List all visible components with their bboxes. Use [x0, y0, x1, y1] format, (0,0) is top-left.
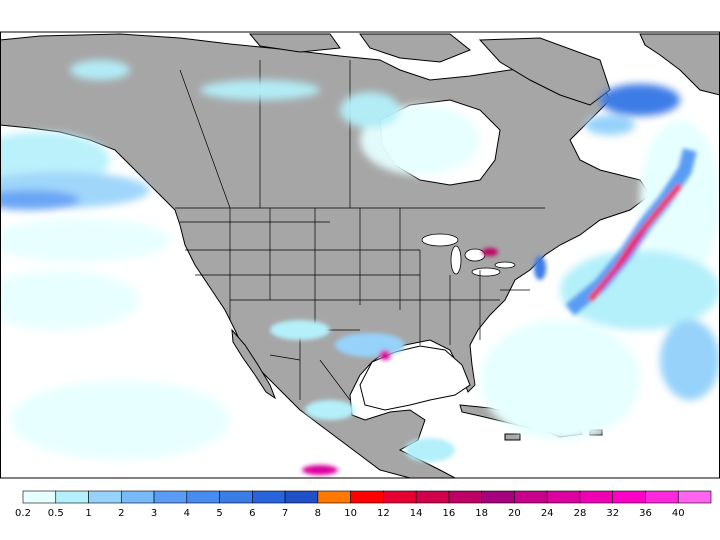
legend-swatch — [415, 490, 450, 504]
legend-swatch — [645, 490, 679, 504]
gulf-of-mexico — [359, 345, 471, 411]
legend-tick-label: 18 — [475, 508, 488, 519]
legend-swatch — [317, 490, 351, 504]
legend-tick-label: 10 — [344, 508, 357, 519]
legend-tick-label: 3 — [151, 508, 157, 519]
legend-tick-label: 28 — [574, 508, 587, 519]
color-legend: 0.2 0.5 1 2 3 4 5 6 7 8 10 12 14 16 18 20 24 28 32 36 40 — [15, 490, 712, 519]
legend-tick-label: 2 — [118, 508, 124, 519]
legend-swatch — [350, 490, 384, 504]
baja-california — [231, 328, 277, 400]
legend-swatch — [448, 490, 482, 504]
legend-tick-label: 5 — [216, 508, 222, 519]
great-lakes — [421, 233, 516, 277]
legend-tick-label: 7 — [282, 508, 288, 519]
legend-tick-label: 8 — [315, 508, 321, 519]
legend-swatch — [546, 490, 581, 504]
legend-tick-label: 14 — [410, 508, 423, 519]
legend-swatch — [284, 490, 319, 504]
baffin-island — [478, 37, 611, 106]
legend-tick-label: 1 — [85, 508, 91, 519]
legend-swatch — [55, 490, 89, 504]
state-boundaries — [175, 60, 545, 401]
legend-swatch — [186, 490, 220, 504]
legend-swatch — [612, 490, 646, 504]
precipitation-overlay — [0, 60, 720, 475]
legend-swatch — [579, 490, 614, 504]
legend-swatch — [153, 490, 188, 504]
legend-tick-label: 20 — [508, 508, 521, 519]
legend-tick-label: 24 — [541, 508, 554, 519]
arctic-island-1 — [248, 33, 341, 53]
arctic-island-2 — [359, 33, 471, 63]
legend-tick-label: 32 — [606, 508, 619, 519]
jamaica — [504, 433, 521, 441]
legend-swatch — [219, 490, 253, 504]
legend-swatch — [514, 490, 548, 504]
legend-tick-label: 6 — [249, 508, 255, 519]
legend-tick-label: 40 — [672, 508, 685, 519]
legend-tick-label: 12 — [377, 508, 390, 519]
legend-tick-label: 0.5 — [48, 508, 64, 519]
legend-swatch — [120, 490, 155, 504]
legend-tick-label: 0.2 — [15, 508, 31, 519]
legend-swatch — [88, 490, 122, 504]
legend-tick-label: 16 — [443, 508, 456, 519]
legend-swatch — [22, 490, 57, 504]
legend-swatch — [677, 490, 712, 504]
legend-swatch — [383, 490, 417, 504]
greenland — [639, 33, 720, 96]
legend-swatch — [481, 490, 515, 504]
map-panel — [0, 32, 720, 478]
legend-swatch — [252, 490, 286, 504]
legend-tick-label: 36 — [639, 508, 652, 519]
legend-tick-label: 4 — [184, 508, 190, 519]
